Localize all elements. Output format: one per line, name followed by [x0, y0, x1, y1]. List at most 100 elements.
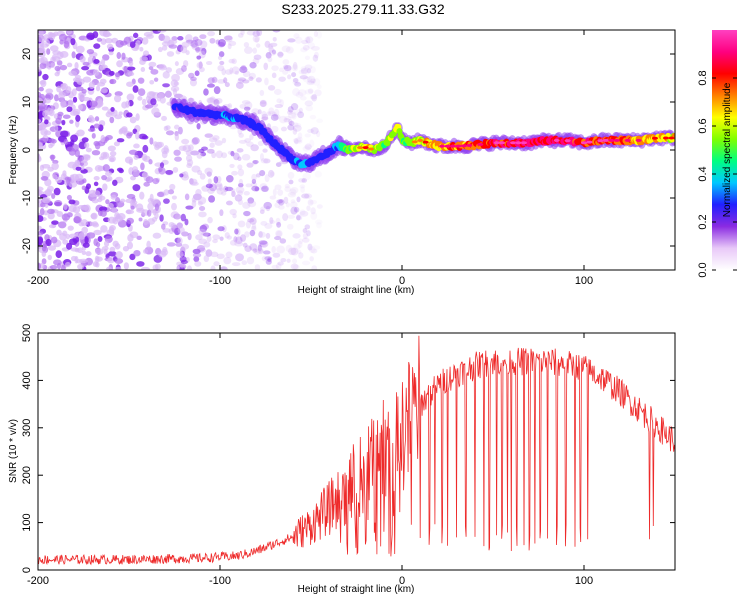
noise-speckle: [225, 251, 233, 258]
noise-speckle: [275, 217, 281, 226]
noise-speckle: [287, 124, 295, 131]
noise-speckle: [178, 145, 187, 151]
noise-speckle: [143, 181, 150, 187]
noise-speckle: [289, 201, 298, 209]
noise-speckle: [164, 90, 172, 98]
noise-speckle: [288, 120, 295, 126]
noise-speckle: [87, 56, 93, 65]
noise-speckle: [149, 80, 155, 85]
spectrogram-y-ticks: -20 -10 0 10 20: [21, 48, 675, 254]
noise-speckle: [296, 196, 301, 203]
snr-x-tick-label: 100: [575, 575, 593, 587]
noise-speckle: [173, 149, 181, 156]
noise-speckle: [263, 62, 269, 71]
noise-speckle: [108, 51, 114, 56]
noise-speckle: [51, 162, 59, 171]
noise-speckle: [68, 70, 78, 77]
noise-speckle: [171, 195, 177, 200]
noise-speckle: [120, 198, 126, 203]
noise-speckle: [125, 209, 132, 214]
noise-speckle: [126, 81, 134, 87]
noise-speckle: [68, 233, 77, 239]
noise-speckle: [40, 175, 49, 181]
ridge-peak: [477, 142, 484, 146]
noise-speckle: [116, 60, 123, 68]
noise-speckle: [74, 77, 83, 83]
noise-speckle: [108, 250, 117, 257]
noise-speckle: [244, 46, 253, 54]
noise-speckle: [38, 66, 42, 72]
noise-speckle: [100, 134, 105, 143]
noise-speckle: [102, 183, 108, 191]
noise-speckle: [141, 171, 149, 177]
noise-speckle: [316, 118, 324, 124]
noise-speckle: [247, 218, 255, 223]
noise-speckle: [208, 195, 216, 203]
noise-speckle: [62, 170, 67, 177]
noise-speckle: [73, 216, 81, 224]
noise-speckle: [257, 140, 264, 147]
noise-speckle: [309, 139, 315, 148]
noise-speckle: [258, 231, 266, 238]
noise-speckle: [93, 181, 99, 187]
noise-speckle: [99, 156, 105, 161]
noise-speckle: [180, 45, 188, 54]
noise-speckle: [264, 174, 270, 183]
noise-speckle: [293, 122, 302, 128]
noise-speckle: [152, 264, 159, 270]
noise-speckle: [289, 188, 297, 196]
snr-y-tick-label: 400: [21, 371, 33, 389]
ridge-peak: [586, 140, 593, 144]
noise-speckle: [90, 212, 98, 220]
noise-speckle: [267, 43, 274, 50]
noise-speckle: [68, 204, 77, 213]
noise-speckle: [298, 178, 306, 183]
noise-speckle: [296, 249, 302, 255]
noise-speckle: [189, 178, 194, 185]
noise-speckle: [230, 188, 235, 193]
noise-speckle: [136, 235, 142, 240]
noise-speckle: [212, 234, 221, 240]
noise-speckle: [69, 119, 74, 124]
noise-speckle: [304, 193, 313, 199]
ridge-peak: [624, 138, 631, 142]
noise-speckle: [277, 261, 284, 266]
noise-speckle: [276, 98, 282, 104]
noise-speckle: [126, 66, 136, 71]
noise-speckle: [74, 173, 84, 182]
noise-speckle: [50, 154, 55, 162]
noise-speckle: [166, 242, 176, 247]
noise-speckle: [88, 81, 95, 90]
noise-speckle: [169, 183, 176, 191]
noise-speckle: [102, 164, 110, 172]
noise-speckle: [149, 137, 154, 145]
noise-speckle: [201, 223, 209, 230]
noise-speckle: [39, 62, 47, 70]
noise-speckle: [195, 188, 202, 197]
noise-speckle: [223, 77, 228, 84]
noise-speckle: [284, 186, 291, 193]
noise-speckle: [188, 72, 195, 79]
noise-speckle: [105, 171, 113, 177]
noise-speckle: [234, 228, 239, 235]
noise-speckle: [265, 205, 271, 212]
noise-speckle: [227, 103, 233, 109]
noise-speckle: [299, 184, 306, 189]
noise-speckle: [165, 125, 171, 131]
noise-speckle: [135, 203, 144, 212]
noise-speckle: [118, 168, 124, 174]
noise-speckle: [237, 199, 243, 206]
noise-speckle: [190, 40, 198, 48]
noise-speckle: [70, 134, 79, 143]
noise-speckle: [163, 145, 169, 153]
noise-speckle: [207, 216, 213, 224]
colorbar-tick-label: 0.0: [697, 262, 709, 277]
noise-speckle: [75, 114, 81, 122]
noise-speckle: [121, 52, 126, 60]
noise-speckle: [231, 58, 237, 65]
noise-speckle: [259, 209, 265, 215]
noise-speckle: [190, 76, 197, 81]
snr-y-tick-label: 0: [21, 567, 33, 573]
